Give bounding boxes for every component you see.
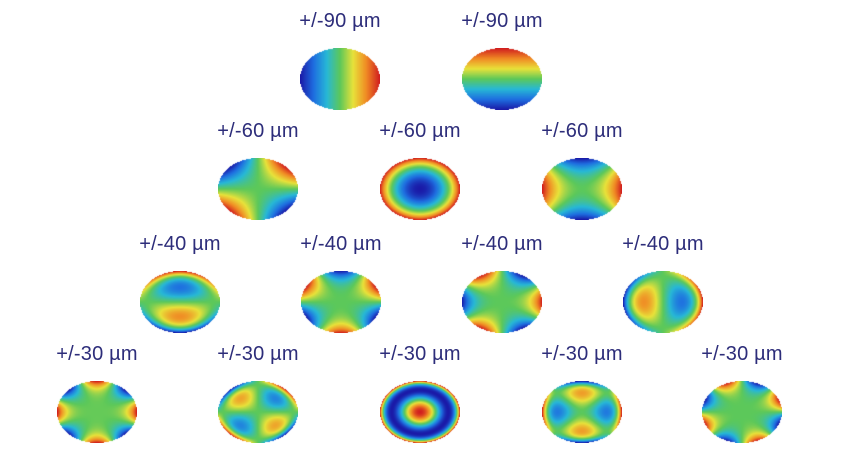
- mode-cell-astig-vertical: +/-60 µm: [527, 118, 637, 220]
- mode-map-trefoil-b: [462, 271, 542, 333]
- mode-cell-quadrafoil-a: +/-30 µm: [42, 341, 152, 443]
- amplitude-label: +/-30 µm: [541, 343, 623, 365]
- mode-cell-astig-oblique: +/-60 µm: [203, 118, 313, 220]
- mode-cell-tilt-x: +/-90 µm: [285, 8, 395, 110]
- mode-map-quadrafoil-b: [702, 381, 782, 443]
- amplitude-label: +/-60 µm: [379, 120, 461, 142]
- amplitude-label: +/-90 µm: [461, 10, 543, 32]
- amplitude-label: +/-30 µm: [701, 343, 783, 365]
- mode-map-quadrafoil-a: [57, 381, 137, 443]
- mode-cell-secondary-astig-a: +/-30 µm: [203, 341, 313, 443]
- mode-cell-tilt-y: +/-90 µm: [447, 8, 557, 110]
- mode-cell-secondary-astig-b: +/-30 µm: [527, 341, 637, 443]
- amplitude-label: +/-60 µm: [541, 120, 623, 142]
- mode-cell-trefoil-b: +/-40 µm: [447, 231, 557, 333]
- mode-map-coma-x: [623, 271, 703, 333]
- mode-map-coma-y: [140, 271, 220, 333]
- mode-cell-quadrafoil-b: +/-30 µm: [687, 341, 797, 443]
- mode-cell-coma-x: +/-40 µm: [608, 231, 718, 333]
- mode-map-secondary-astig-b: [542, 381, 622, 443]
- amplitude-label: +/-30 µm: [379, 343, 461, 365]
- amplitude-label: +/-90 µm: [299, 10, 381, 32]
- amplitude-label: +/-60 µm: [217, 120, 299, 142]
- amplitude-label: +/-40 µm: [461, 233, 543, 255]
- mode-cell-coma-y: +/-40 µm: [125, 231, 235, 333]
- mode-cell-trefoil-a: +/-40 µm: [286, 231, 396, 333]
- mode-cell-defocus: +/-60 µm: [365, 118, 475, 220]
- amplitude-label: +/-40 µm: [139, 233, 221, 255]
- mode-map-tilt-y: [462, 48, 542, 110]
- mode-map-trefoil-a: [301, 271, 381, 333]
- mode-map-astig-vertical: [542, 158, 622, 220]
- mode-cell-spherical: +/-30 µm: [365, 341, 475, 443]
- amplitude-label: +/-40 µm: [300, 233, 382, 255]
- amplitude-label: +/-30 µm: [56, 343, 138, 365]
- amplitude-label: +/-40 µm: [622, 233, 704, 255]
- amplitude-label: +/-30 µm: [217, 343, 299, 365]
- mode-map-spherical: [380, 381, 460, 443]
- mode-map-secondary-astig-a: [218, 381, 298, 443]
- mode-map-astig-oblique: [218, 158, 298, 220]
- mode-map-tilt-x: [300, 48, 380, 110]
- mode-map-defocus: [380, 158, 460, 220]
